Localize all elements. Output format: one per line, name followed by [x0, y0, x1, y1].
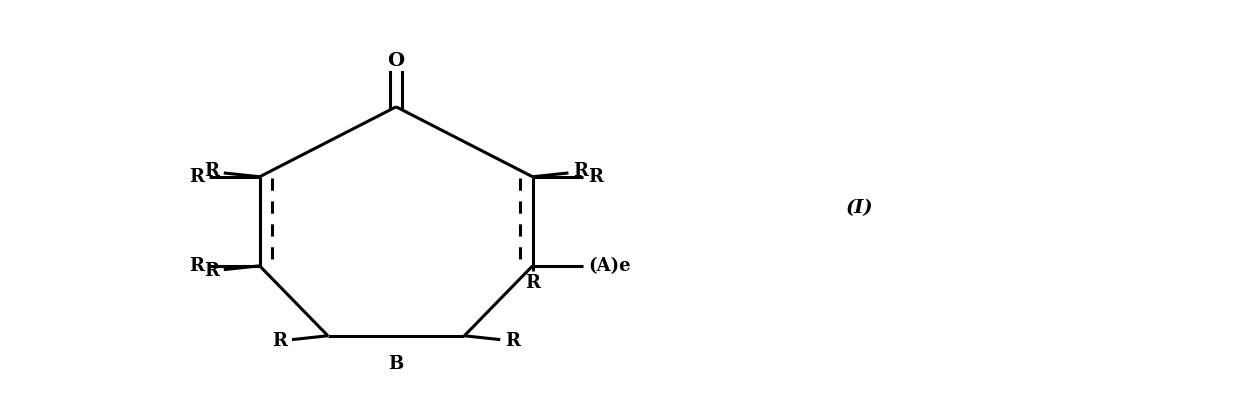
Text: O: O: [387, 52, 405, 70]
Text: B: B: [389, 355, 404, 373]
Text: R: R: [204, 162, 219, 180]
Text: R: R: [525, 274, 540, 292]
Text: (A)e: (A)e: [589, 257, 630, 275]
Text: (I): (I): [845, 199, 873, 218]
Text: R: R: [189, 257, 204, 275]
Text: R: R: [574, 162, 589, 180]
Text: R: R: [589, 168, 603, 186]
Text: R: R: [189, 168, 204, 186]
Text: R: R: [204, 262, 219, 280]
Text: R: R: [272, 332, 287, 350]
Text: R: R: [504, 332, 520, 350]
